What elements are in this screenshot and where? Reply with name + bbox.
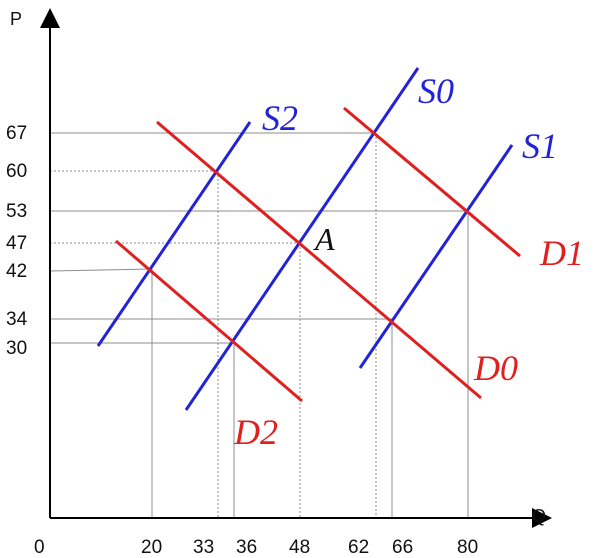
quantity-tick-label: 62 [348,537,369,558]
price-tick-label: 42 [6,261,27,282]
demand-label-d2: D2 [233,412,278,452]
x-axis-label: Q [532,506,546,526]
quantity-tick-label: 66 [392,537,413,558]
quantity-tick-label: 36 [236,537,257,558]
demand-label-d0: D0 [473,348,518,388]
price-tick-label: 60 [6,161,27,182]
supply-curve-s0 [184,67,420,411]
quantity-tick-label: 80 [457,537,478,558]
price-tick-label: 30 [6,338,27,359]
quantity-tick-label: 33 [193,537,214,558]
supply-curve-s1 [358,144,514,369]
axes [40,8,552,528]
quantity-tick-labels: 20 33 36 48 62 66 80 [141,537,478,558]
price-tick-label: 53 [6,201,27,222]
guide-h-42 [49,268,151,272]
supply-curve-s2 [96,121,252,347]
price-tick-label: 67 [6,123,27,144]
price-tick-labels: 67 60 53 47 42 34 30 [6,123,28,359]
y-axis-label: P [10,9,22,29]
supply-label-s0: S0 [418,71,454,111]
quantity-tick-label: 20 [141,537,162,558]
horizontal-guide-lines [49,132,468,344]
price-tick-label: 47 [6,233,27,254]
demand-curves [115,106,521,403]
demand-curve-labels: D1 D0 D2 [233,233,584,452]
demand-curve-d1 [343,106,521,258]
supply-label-s2: S2 [262,98,298,138]
demand-curve-d0 [156,120,482,400]
supply-label-s1: S1 [522,126,558,166]
vertical-guide-lines [151,133,469,518]
demand-curve-d2 [115,239,303,403]
supply-curve-labels: S2 S0 S1 [262,71,558,166]
equilibrium-point-label: A [313,221,335,257]
supply-curves [96,67,514,411]
demand-label-d1: D1 [539,233,584,273]
price-tick-label: 34 [6,309,28,330]
origin-label: 0 [34,537,45,558]
quantity-tick-label: 48 [289,537,310,558]
